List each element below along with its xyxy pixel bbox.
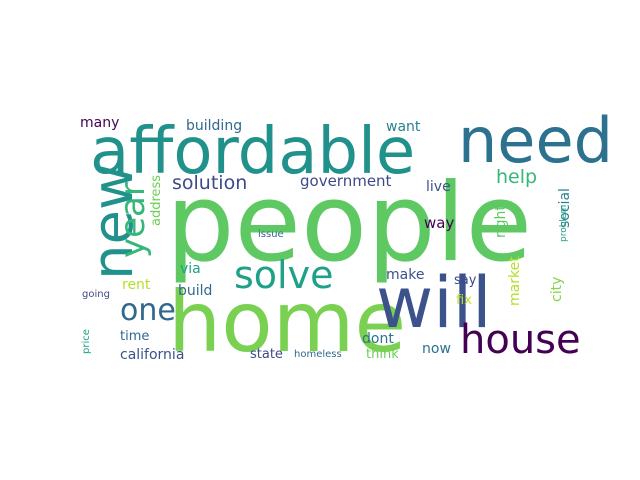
word-market: market (507, 256, 523, 306)
word-say: say (454, 273, 477, 288)
word-cloud: people home affordable need new will hou… (80, 110, 613, 371)
word-rent: rent (122, 277, 151, 293)
word-need: need (458, 104, 613, 177)
word-issue: issue (258, 229, 284, 240)
word-price: price (81, 329, 92, 354)
word-help: help (496, 166, 538, 188)
word-house: house (460, 317, 581, 363)
word-one: one (120, 293, 176, 328)
word-year: year (113, 182, 153, 258)
word-problem: problem (559, 204, 569, 242)
word-home: home (168, 273, 407, 371)
word-live: live (426, 179, 451, 195)
word-many: many (80, 115, 120, 131)
word-solve: solve (234, 253, 334, 297)
word-way: way (424, 214, 455, 232)
word-government: government (300, 172, 392, 190)
word-address: address (149, 174, 164, 226)
word-people: people (166, 161, 533, 286)
word-going: going (82, 289, 110, 300)
word-building: building (186, 118, 243, 134)
word-dont: dont (362, 331, 394, 347)
word-solution: solution (172, 172, 248, 194)
word-time: time (120, 329, 150, 344)
word-homeless: homeless (294, 349, 342, 360)
word-think: think (366, 347, 399, 362)
word-fix: fix (456, 293, 472, 308)
word-want: want (386, 119, 421, 135)
word-california: california (120, 347, 185, 363)
word-affordable: affordable (90, 115, 416, 189)
word-right: right (493, 205, 509, 238)
word-city: city (549, 276, 565, 302)
word-make: make (386, 267, 425, 283)
word-via: via (180, 261, 201, 277)
word-state: state (250, 347, 283, 362)
word-build: build (178, 283, 213, 299)
word-will: will (376, 262, 492, 344)
word-now: now (422, 341, 451, 357)
